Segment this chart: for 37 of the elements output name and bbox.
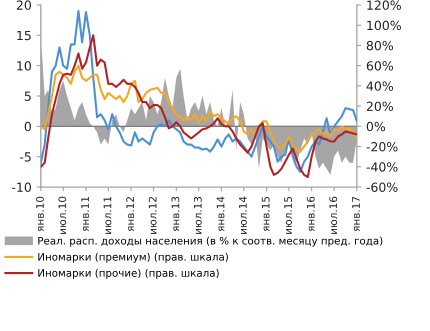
line-series [40,64,357,153]
y2-tick-label: -20% [366,142,398,152]
legend-label: Иномарки (прочие) (прав. шкала) [38,268,219,279]
y2-tick-label: -40% [366,162,398,172]
y-tick-label: 5 [24,92,31,101]
x-tick-label: янв.13 [171,196,180,232]
x-tick-label: июл.16 [329,196,338,234]
x-tick-label: янв.15 [262,196,270,232]
y2-tick-label: 80% [366,40,394,50]
legend-label: Реал. расп. доходы населения (в % к соотв. месяцу пред. года) [38,236,382,247]
x-tick-label: янв.10 [36,196,44,232]
x-tick-label: июл.11 [104,197,112,234]
y-tick-label: 10 [17,61,31,71]
x-tick-label: июл.14 [239,196,247,234]
y2-tick-label: 0% [366,122,386,132]
x-tick-label: янв.17 [352,196,360,232]
x-tick-label: июл.12 [148,197,157,234]
y-tick-label: 15 [17,30,31,40]
x-tick-label: янв.14 [216,196,224,232]
y-tick-label: -10 [12,182,31,192]
x-tick-label: янв.11 [81,197,89,232]
y-tick-label: -5 [20,152,31,162]
y2-tick-label: 60% [366,61,394,71]
y2-tick-label: 20% [366,102,394,112]
x-tick-label: июл.15 [284,196,292,234]
x-tick-label: янв.12 [126,197,134,232]
y2-tick-label: 100% [367,20,401,30]
y-tick-label: 20 [16,0,31,10]
line-series [40,10,357,173]
y2-tick-label: 40% [366,81,394,91]
y2-tick-label: -60% [366,182,398,192]
y-tick-label: 0 [24,122,31,132]
x-tick-label: июл.10 [58,196,66,234]
x-tick-label: июл.13 [194,196,202,234]
x-tick-label: янв.16 [306,196,315,232]
y2-tick-label: 120% [367,0,401,10]
legend-label: Иномарки (премиум) (прав. шкала) [38,252,228,263]
